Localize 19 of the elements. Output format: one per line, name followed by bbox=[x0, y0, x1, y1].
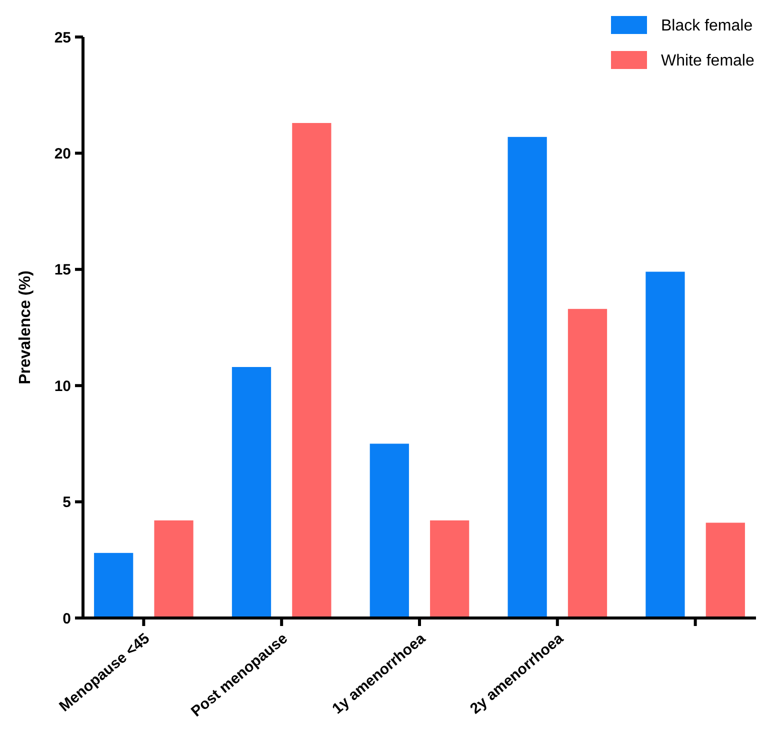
y-tick-label: 5 bbox=[62, 494, 71, 512]
y-tick-label: 0 bbox=[62, 610, 71, 628]
bar bbox=[154, 520, 194, 618]
bar bbox=[706, 522, 745, 618]
bar bbox=[646, 272, 685, 618]
y-axis-title: Prevalence (%) bbox=[17, 270, 34, 384]
y-tick-label: 10 bbox=[54, 378, 71, 395]
legend-label: White female bbox=[661, 52, 754, 70]
bar bbox=[232, 367, 272, 618]
legend-label: Black female bbox=[661, 18, 753, 35]
bar bbox=[292, 122, 332, 618]
bar bbox=[430, 520, 470, 618]
bar bbox=[370, 444, 409, 618]
bar bbox=[568, 308, 608, 618]
y-tick-label: 25 bbox=[54, 29, 71, 46]
y-tick-label: 20 bbox=[54, 145, 71, 162]
bar bbox=[94, 552, 134, 618]
y-tick-label: 15 bbox=[54, 262, 71, 279]
bar bbox=[508, 136, 547, 618]
